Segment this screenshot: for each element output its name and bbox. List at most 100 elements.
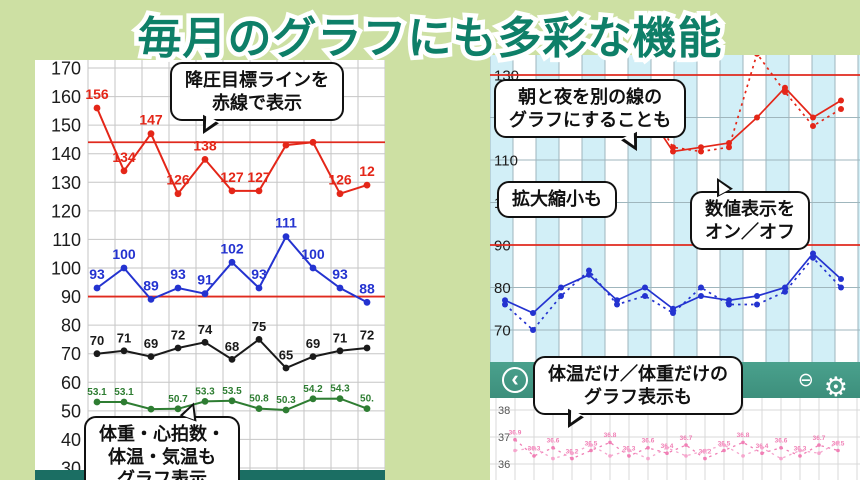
point-value-label: 126 xyxy=(328,172,352,188)
point-value-label: 72 xyxy=(171,328,185,343)
callout-text: オン／オフ xyxy=(705,221,795,242)
data-point xyxy=(363,344,371,352)
data-point xyxy=(336,395,344,402)
point-value-label: 53.3 xyxy=(195,386,215,397)
callout-text: 拡大縮小も xyxy=(512,189,602,209)
data-point xyxy=(703,448,707,453)
data-point xyxy=(838,97,844,104)
data-point xyxy=(551,456,555,461)
point-value-label: 156 xyxy=(85,86,109,102)
data-point xyxy=(309,264,317,272)
settings-gear-icon[interactable]: ⚙ xyxy=(823,371,848,403)
series-diastolic-morning xyxy=(502,254,844,333)
point-value-label: 88 xyxy=(359,280,375,296)
callout-text: 体温だけ／体重だけの xyxy=(548,364,728,384)
data-point xyxy=(120,347,128,355)
data-point xyxy=(363,298,371,306)
callout-text: 数値表示を xyxy=(705,199,795,219)
data-point xyxy=(586,271,592,278)
data-point xyxy=(255,405,263,412)
point-value-label: 111 xyxy=(275,215,297,231)
y-tick-label: 38 xyxy=(498,405,510,417)
data-point xyxy=(558,293,564,299)
data-point xyxy=(589,443,593,447)
data-point xyxy=(726,301,732,308)
data-point xyxy=(174,405,182,413)
data-point xyxy=(120,167,128,175)
data-point xyxy=(147,353,155,360)
y-tick-label: 70 xyxy=(494,322,511,339)
monthly-graph-screenshot[interactable]: 170 160 150 140 130 120 110 100 90 80 70 60 50 40 30 15… xyxy=(35,60,385,480)
data-point xyxy=(532,454,536,458)
point-value-label: 102 xyxy=(220,240,244,256)
point-value-label: 69 xyxy=(306,336,320,351)
data-point xyxy=(760,451,764,455)
data-point xyxy=(174,344,182,352)
y-tick-label: 130 xyxy=(51,173,81,193)
data-point xyxy=(741,440,745,445)
callout-zoom: 拡大縮小も xyxy=(497,181,617,218)
point-value-label: 12 xyxy=(359,163,375,179)
data-point xyxy=(726,140,732,146)
point-value-label: 36.7 xyxy=(680,435,693,442)
collapse-icon[interactable]: ⊖ xyxy=(797,369,814,391)
series-temperature-night xyxy=(513,440,840,461)
data-point xyxy=(754,293,760,299)
data-point xyxy=(570,456,574,461)
y-tick-label: 160 xyxy=(51,87,81,107)
data-point xyxy=(336,347,344,355)
data-point xyxy=(309,395,317,403)
point-value-label: 147 xyxy=(139,112,163,128)
data-point xyxy=(798,454,802,458)
data-point xyxy=(614,297,620,304)
data-point xyxy=(782,284,788,291)
y-tick-label: 140 xyxy=(51,144,81,164)
data-point xyxy=(228,397,236,405)
data-point xyxy=(698,293,704,299)
point-value-label: 69 xyxy=(144,336,158,351)
chevron-left-icon: ‹ xyxy=(511,365,519,391)
data-point xyxy=(665,451,669,455)
data-point xyxy=(754,55,760,57)
data-point xyxy=(255,187,263,195)
callout-text: 体重・心拍数・ xyxy=(99,424,225,444)
y-tick-label: 80 xyxy=(61,316,81,336)
data-point xyxy=(586,267,592,274)
callout-target-line: 降圧目標ラインを 赤線で表示 xyxy=(170,62,344,139)
point-value-label: 127 xyxy=(220,169,244,185)
data-point xyxy=(703,456,707,461)
data-point xyxy=(282,233,290,241)
data-point xyxy=(201,290,209,298)
point-value-label: 93 xyxy=(332,266,348,282)
monthly-bp-chart: 1701601501401301201101009080706050403015… xyxy=(51,60,385,480)
callout-text: 朝と夜を別の線の xyxy=(518,87,663,107)
data-point xyxy=(741,454,745,458)
data-point xyxy=(530,327,536,333)
data-point xyxy=(838,276,844,282)
data-point xyxy=(817,451,821,455)
point-value-label: 93 xyxy=(251,266,267,282)
y-tick-label: 70 xyxy=(61,344,81,364)
data-point xyxy=(147,296,155,303)
data-point xyxy=(722,443,726,447)
point-value-label: 36.6 xyxy=(642,438,655,445)
back-button[interactable]: ‹ xyxy=(502,367,528,393)
data-point xyxy=(120,398,128,406)
data-point xyxy=(670,148,676,155)
data-point xyxy=(201,338,209,346)
data-point xyxy=(282,141,290,149)
point-value-label: 74 xyxy=(198,322,213,337)
data-point xyxy=(817,443,821,447)
y-tick-label: 100 xyxy=(51,258,81,278)
data-point xyxy=(147,130,155,138)
point-value-label: 91 xyxy=(197,272,213,288)
data-point xyxy=(665,446,669,450)
data-point xyxy=(798,448,802,453)
data-point xyxy=(93,350,101,358)
point-value-label: 134 xyxy=(112,149,136,165)
data-point xyxy=(336,190,344,198)
data-point xyxy=(309,353,317,360)
data-point xyxy=(760,446,764,450)
point-value-label: 36.7 xyxy=(813,435,826,442)
